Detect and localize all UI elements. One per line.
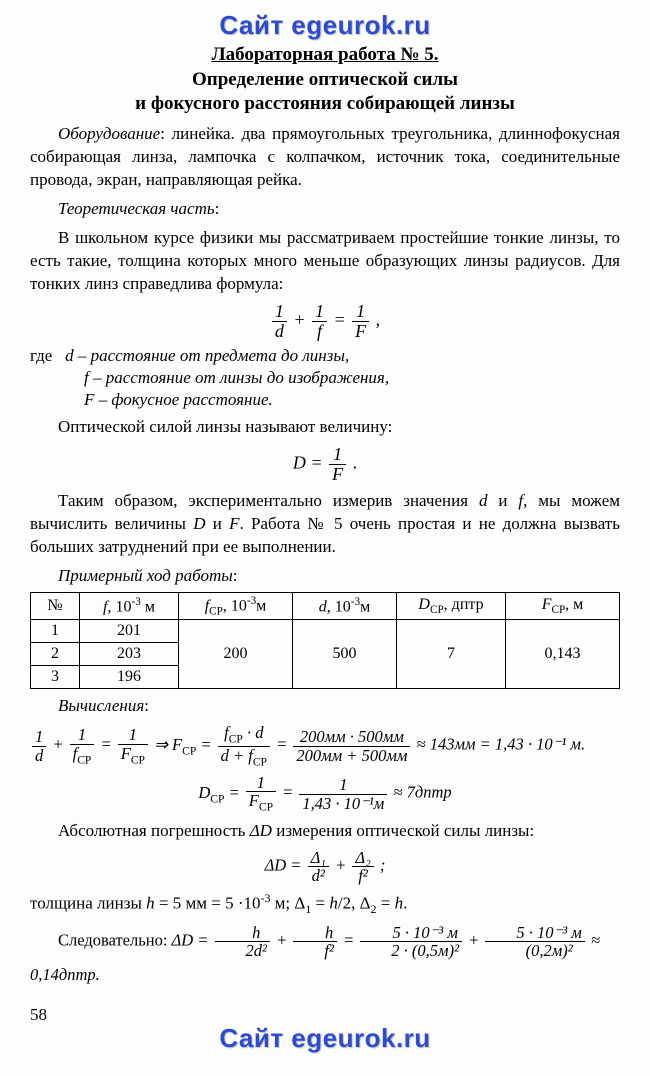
page-number: 58 bbox=[30, 1005, 620, 1025]
where-d: где d – расстояние от предмета до линзы, bbox=[30, 346, 620, 366]
calc-1: 1d + 1fСР = 1FСР ⇒ FСР = fСР · dd + fСР … bbox=[30, 724, 620, 768]
title-line-2: Определение оптической силы bbox=[30, 68, 620, 93]
work-plan-heading: Примерный ход работы: bbox=[30, 565, 620, 588]
formula-thin-lens: 1d + 1f = 1F , bbox=[30, 302, 620, 341]
title-line-1: Лабораторная работа № 5. bbox=[30, 43, 620, 68]
th-Dcp: DСР, дптр bbox=[397, 592, 506, 620]
title-line-3: и фокусного расстояния собирающей линзы bbox=[30, 92, 620, 117]
calc-2: DСР = 1FСР = 11,43 · 10⁻¹м ≈ 7дптр bbox=[30, 774, 620, 814]
table-header-row: № f, 10-3 м fСР, 10-3м d, 10-3м DСР, дпт… bbox=[31, 592, 620, 620]
calc-3: ΔD = Δ₁d² + Δ₂f² ; bbox=[30, 849, 620, 885]
calc-heading: Вычисления: bbox=[30, 695, 620, 718]
theory-label: Теоретическая часть bbox=[58, 199, 215, 218]
where-F: F – фокусное расстояние. bbox=[30, 390, 620, 410]
equipment-label: Оборудование bbox=[58, 124, 160, 143]
theory-heading: Теоретическая часть: bbox=[30, 198, 620, 221]
th-fcp: fСР, 10-3м bbox=[179, 592, 293, 620]
th-d: d, 10-3м bbox=[293, 592, 397, 620]
where-f: f – расстояние от линзы до изображения, bbox=[30, 368, 620, 388]
theory-colon: : bbox=[215, 199, 220, 218]
thus-paragraph: Таким образом, экспериментально измерив … bbox=[30, 490, 620, 559]
data-table: № f, 10-3 м fСР, 10-3м d, 10-3м DСР, дпт… bbox=[30, 592, 620, 690]
th-f: f, 10-3 м bbox=[80, 592, 179, 620]
th-Fcp: FСР, м bbox=[506, 592, 620, 620]
optical-power-text: Оптической силой линзы называют величину… bbox=[30, 416, 620, 439]
calc-4: Следовательно: ΔD = h2d² + hf² = 5 · 10⁻… bbox=[30, 924, 620, 991]
th-n: № bbox=[31, 592, 80, 620]
theory-p1: В школьном курсе физики мы рассматриваем… bbox=[30, 227, 620, 296]
document-page: Сайт egeurok.ru Лабораторная работа № 5.… bbox=[0, 0, 650, 1076]
watermark-top: Сайт egeurok.ru bbox=[30, 10, 620, 41]
watermark-bottom: Сайт egeurok.ru bbox=[30, 1023, 620, 1054]
formula-optical-power: D = 1F . bbox=[30, 445, 620, 484]
thickness-text: толщина линзы h = 5 мм = 5 ·10-3 м; Δ1 =… bbox=[30, 890, 620, 917]
equipment-paragraph: Оборудование: линейка. два прямоугольных… bbox=[30, 123, 620, 192]
abs-error-text: Абсолютная погрешность ΔD измерения опти… bbox=[30, 820, 620, 843]
table-row: 1 201 200 500 7 0,143 bbox=[31, 620, 620, 643]
